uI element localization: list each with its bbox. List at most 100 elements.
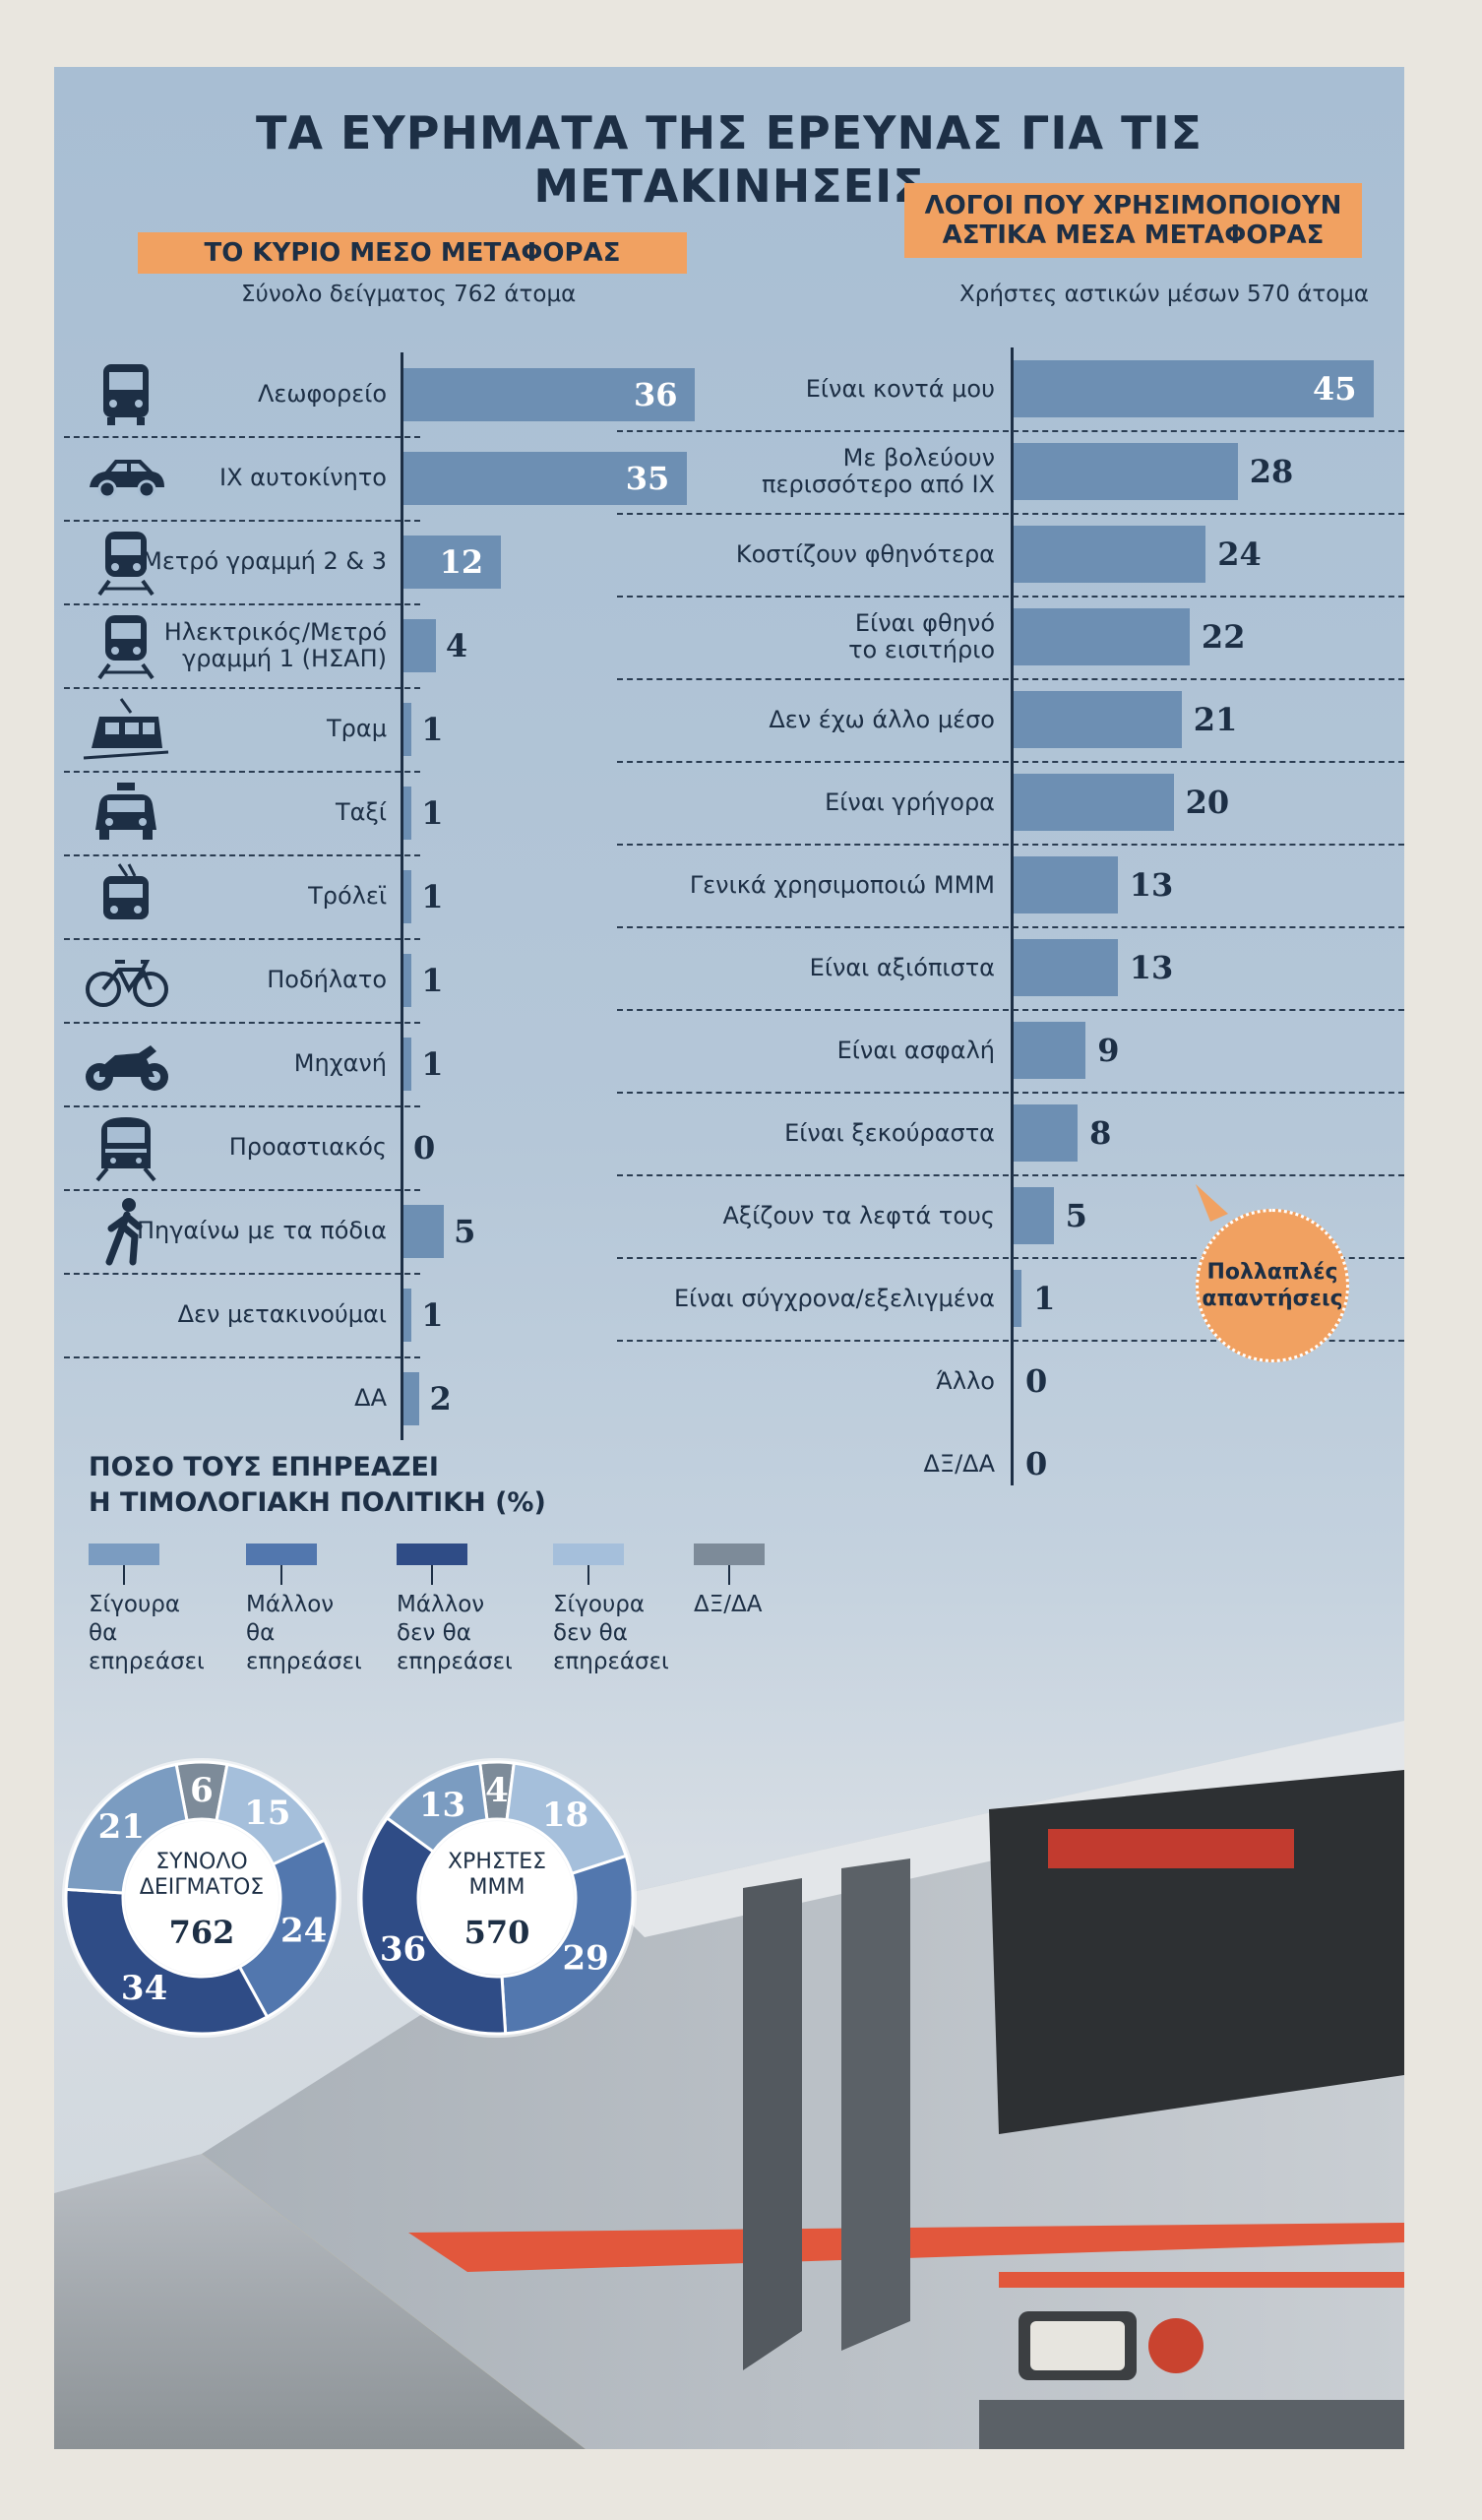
right-chart-value-label: 28 xyxy=(1249,453,1294,490)
right-chart-category-label: Είναι ξεκούραστα xyxy=(601,1119,995,1147)
right-chart-value-label: 21 xyxy=(1193,701,1238,738)
right-chart-value-label: 22 xyxy=(1201,618,1246,656)
left-chart-category-label: ΙΧ αυτοκίνητο xyxy=(92,465,387,491)
left-chart-category-label: Δεν μετακινούμαι xyxy=(92,1301,387,1328)
left-chart-category-line: Τραμ xyxy=(327,715,387,742)
right-chart-category-line: Αξίζουν τα λεφτά τους xyxy=(722,1201,996,1229)
left-chart-category-label: Μετρό γραμμή 2 & 3 xyxy=(92,548,387,575)
left-chart-row-divider xyxy=(64,1189,420,1191)
legend-label-line: επηρεάσει xyxy=(553,1649,669,1674)
tram-icon xyxy=(83,698,169,760)
donut-center-label: ΔΕΙΓΜΑΤΟΣ xyxy=(140,1875,264,1900)
right-chart-row-divider xyxy=(617,513,1404,515)
left-chart-row-divider xyxy=(64,1273,420,1275)
donut-slice-value-label: 29 xyxy=(562,1938,608,1978)
legend-label: Μάλλον δεν θα επηρεάσει xyxy=(397,1591,513,1676)
pricing-title-line-2: Η ΤΙΜΟΛΟΓΙΑΚΗ ΠΟΛΙΤΙΚΗ (%) xyxy=(89,1487,546,1518)
left-chart-row-divider xyxy=(64,1105,420,1107)
left-chart-category-line: Μηχανή xyxy=(293,1049,387,1077)
legend-label: ΔΞ/ΔΑ xyxy=(694,1591,762,1619)
suburban-train-icon xyxy=(95,1117,156,1182)
right-chart-category-label: Δεν έχω άλλο μέσο xyxy=(601,706,995,733)
legend-tick xyxy=(728,1565,730,1585)
right-chart-category-label: Γενικά χρησιμοποιώ ΜΜΜ xyxy=(601,871,995,899)
right-chart-row-divider xyxy=(617,761,1404,763)
left-chart-row-divider xyxy=(64,1356,420,1358)
right-chart-bar xyxy=(1014,939,1118,996)
left-chart-category-label: Τραμ xyxy=(92,716,387,742)
left-chart-category-line: Ηλεκτρικός/Μετρό xyxy=(163,617,387,646)
right-chart-row-divider xyxy=(617,926,1404,928)
legend-label-line: επηρεάσει xyxy=(246,1649,362,1674)
right-chart-bar xyxy=(1014,360,1374,417)
right-chart-category-label: Με βολεύουν περισσότερο από ΙΧ xyxy=(601,445,995,498)
right-chart-row-divider xyxy=(617,678,1404,680)
left-chart-category-line: ΔΑ xyxy=(354,1384,387,1412)
left-chart-row-divider xyxy=(64,687,420,689)
left-chart-value-label: 1 xyxy=(421,877,444,915)
donut-center xyxy=(125,1821,278,1975)
left-chart-value-label: 1 xyxy=(421,961,444,999)
note-line-1: Πολλαπλές xyxy=(1206,1260,1338,1285)
left-chart-category-line: Ποδήλατο xyxy=(267,966,387,993)
pricing-title-line-1: ΠΟΣΟ ΤΟΥΣ ΕΠΗΡΕΑΖΕΙ xyxy=(89,1452,439,1482)
taxi-icon xyxy=(95,783,156,840)
left-chart-category-label: Τρόλεϊ xyxy=(92,883,387,910)
donut-slice-value-label: 21 xyxy=(98,1807,145,1847)
donut-slice xyxy=(64,1762,189,1895)
multiple-answers-note: Πολλαπλές απαντήσεις xyxy=(1196,1209,1349,1362)
left-chart-category-line: Ταξί xyxy=(336,798,387,826)
left-chart-value-label: 5 xyxy=(454,1212,476,1250)
legend-label-line: δεν θα xyxy=(553,1620,628,1646)
motorcycle-icon xyxy=(86,1045,168,1091)
donut-slice-value-label: 36 xyxy=(380,1930,426,1970)
right-chart-axis xyxy=(1011,347,1014,1485)
left-chart-category-line: Πηγαίνω με τα πόδια xyxy=(136,1217,387,1244)
trolley-icon xyxy=(103,863,149,919)
left-chart-category-line: Προαστιακός xyxy=(228,1133,387,1161)
legend-label-line: Σίγουρα xyxy=(89,1592,181,1617)
right-chart-value-label: 13 xyxy=(1129,866,1174,904)
donut-slice xyxy=(64,1887,270,2036)
legend-tick xyxy=(123,1565,125,1585)
legend-tick xyxy=(431,1565,433,1585)
left-chart-bar xyxy=(403,869,412,923)
donut-slice xyxy=(359,1815,508,2036)
right-subtitle: Χρήστες αστικών μέσων 570 άτομα xyxy=(959,282,1370,307)
legend-label-line: επηρεάσει xyxy=(89,1649,205,1674)
left-chart-bar xyxy=(403,1037,412,1091)
bus-icon xyxy=(103,364,149,425)
left-chart-value-label: 36 xyxy=(634,375,678,413)
right-chart-value-label: 20 xyxy=(1185,784,1230,821)
left-chart-row-divider xyxy=(64,603,420,605)
donut-center-value: 570 xyxy=(464,1914,530,1951)
right-chart-value-label: 24 xyxy=(1217,536,1262,573)
legend-swatch xyxy=(694,1544,765,1565)
right-chart-value-label: 8 xyxy=(1089,1114,1112,1152)
donut-center-value: 762 xyxy=(169,1914,235,1951)
donut-slice xyxy=(237,1838,340,2019)
right-chart-value-label: 9 xyxy=(1097,1032,1120,1069)
right-chart-category-line: Κοστίζουν φθηνότερα xyxy=(735,539,995,568)
left-subtitle: Σύνολο δείγματος 762 άτομα xyxy=(241,282,577,307)
left-chart-bar xyxy=(403,953,412,1007)
right-chart-category-line: Είναι αξιόπιστα xyxy=(809,953,995,981)
left-chart-row-divider xyxy=(64,854,420,856)
right-chart-category-line: Είναι φθηνό xyxy=(854,609,995,637)
right-chart-value-label: 0 xyxy=(1025,1362,1048,1400)
left-chart-bar xyxy=(403,1204,445,1258)
left-chart-category-label: Μηχανή xyxy=(92,1050,387,1077)
left-chart-value-label: 35 xyxy=(625,459,670,497)
left-chart-category-label: Ταξί xyxy=(92,799,387,826)
left-chart-category-label: ΔΑ xyxy=(92,1385,387,1412)
donut-slice-value-label: 6 xyxy=(190,1771,214,1810)
left-chart-row-divider xyxy=(64,520,420,522)
right-chart-bar xyxy=(1014,1187,1054,1244)
donut-center xyxy=(420,1821,574,1975)
right-chart-bar xyxy=(1014,526,1206,583)
donut-slice-value-label: 18 xyxy=(542,1796,588,1835)
right-chart-value-label: 5 xyxy=(1065,1197,1087,1234)
right-chart-category-line: Είναι γρήγορα xyxy=(825,788,995,816)
donut-center-label: ΣΥΝΟΛΟ xyxy=(155,1850,247,1874)
donut-slice xyxy=(500,1854,635,2036)
